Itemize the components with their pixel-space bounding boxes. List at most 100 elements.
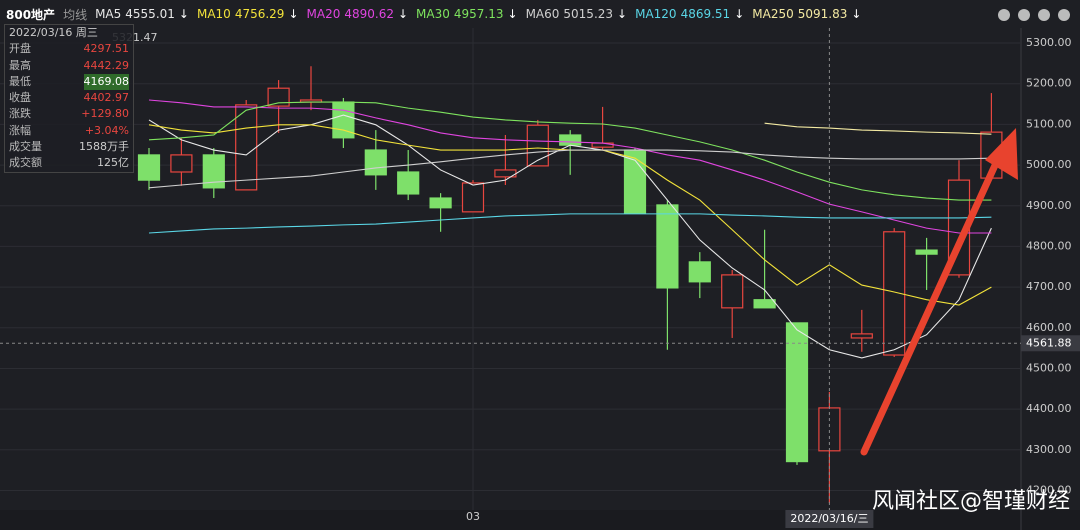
info-value: +3.04%	[84, 123, 129, 137]
y-tick-label: 4700.00	[1026, 280, 1072, 293]
candle-body	[461, 182, 485, 213]
legend-name: MA5	[95, 7, 122, 21]
y-tick-label: 4600.00	[1026, 321, 1072, 334]
info-label: 成交额	[9, 156, 42, 170]
info-row: 最高 4442.29	[5, 58, 133, 74]
info-row: 涨跌 +129.80	[5, 106, 133, 122]
date-tag	[785, 510, 874, 528]
legend-name: MA120	[635, 7, 677, 21]
legend-entry: MA30 4957.13 ↓	[416, 7, 518, 21]
candle-body	[397, 171, 420, 195]
legend-trend: ↓	[288, 7, 299, 21]
price-label: 4561.88	[1026, 336, 1072, 349]
legend-value: 4890.62	[344, 7, 394, 21]
info-label: 成交量	[9, 140, 42, 154]
legend-trend: ↓	[507, 7, 518, 21]
ma-line	[148, 114, 992, 359]
candle-body	[137, 154, 161, 181]
info-label: 最低	[9, 74, 31, 88]
legend-name: MA30	[416, 7, 450, 21]
candle-body	[202, 154, 225, 189]
watermark: 风闻社区@智瑾财经	[872, 489, 1070, 514]
y-tick-label: 4900.00	[1026, 199, 1072, 212]
info-value: 4442.29	[83, 58, 130, 72]
legend-entry: MA10 4756.29 ↓	[197, 7, 299, 21]
ma-line	[148, 149, 992, 189]
legend-name: MA250	[752, 7, 794, 21]
info-value: 4169.08	[83, 73, 129, 91]
legend-value: 5015.23	[563, 7, 614, 21]
candle-body	[559, 134, 582, 146]
arrow-shaft	[860, 146, 1006, 456]
candle-body	[721, 274, 744, 309]
date-label: 2022/03/16/三	[790, 512, 868, 525]
info-value: 1588万手	[79, 140, 129, 154]
legend-entry: MA5 4555.01 ↓	[95, 7, 189, 21]
info-label: 收盘	[9, 91, 31, 105]
candle-body	[915, 249, 938, 255]
info-value: 4402.97	[83, 91, 130, 105]
y-tick-label: 5100.00	[1026, 117, 1072, 130]
candle-body	[526, 124, 549, 167]
candle-body	[656, 204, 679, 289]
ma-line	[148, 101, 992, 201]
candle-body	[170, 154, 193, 173]
y-tick-label: 4800.00	[1026, 239, 1072, 252]
y-tick-label: 4500.00	[1026, 361, 1072, 374]
y-tick-label: 5000.00	[1026, 158, 1072, 171]
legend-name: MA60	[525, 7, 560, 21]
y-tick-label: 4400.00	[1026, 402, 1072, 415]
info-row: 涨幅 +3.04%	[5, 123, 133, 139]
symbol: 800地产	[6, 7, 56, 22]
arrow-head	[985, 128, 1018, 180]
toolbar-icons[interactable]	[998, 9, 1070, 21]
info-value: 4297.51	[83, 42, 130, 56]
candle-body	[753, 299, 776, 309]
info-row: 收盘 4402.97	[5, 90, 133, 106]
info-row: 最低 4169.08	[5, 73, 133, 91]
candle-body	[883, 231, 906, 356]
legend-name: MA10	[196, 7, 231, 21]
candle-body	[364, 149, 387, 176]
legend-value: 5091.83	[797, 7, 848, 21]
price-tag	[1021, 335, 1080, 352]
candle-body	[785, 322, 809, 463]
info-row: 开盘 4297.51	[5, 41, 133, 57]
y-tick-label: 5300.00	[1026, 36, 1072, 49]
info-row: 成交额 125亿	[5, 155, 133, 171]
candle-body	[850, 333, 873, 339]
legend-trend: ↓	[178, 7, 189, 21]
legend-name: MA20	[306, 7, 341, 21]
candle-body	[688, 261, 711, 283]
legend-entry: MA20 4890.62 ↓	[307, 7, 409, 21]
header: 800地产 均线 MA5 4555.01 ↓ MA10 4756.29 ↓ MA20 4890…	[0, 0, 1080, 28]
ma-line	[148, 99, 992, 234]
y-tick-label: 4300.00	[1026, 443, 1072, 456]
candle-body	[429, 197, 452, 209]
legend-trend: ↓	[851, 7, 862, 21]
legend-trend: ↓	[397, 7, 409, 21]
legend-entry: MA120 4869.51 ↓	[635, 7, 744, 21]
legend-entry: MA60 5015.23 ↓	[526, 7, 628, 21]
legend-trend: ↓	[617, 7, 628, 21]
info-value: 125亿	[97, 156, 129, 170]
legend-value: 4756.29	[234, 7, 285, 21]
legend-value: 4869.51	[680, 7, 731, 21]
x-tick-label: 03	[466, 510, 480, 523]
legend-value: 4555.01	[125, 7, 175, 21]
indicator[interactable]: 均线	[63, 7, 88, 22]
candle-body	[235, 104, 258, 191]
legend-entry: MA250 5091.83 ↓	[752, 7, 861, 21]
ma-line	[148, 213, 992, 234]
candle-body	[623, 149, 647, 214]
info-value: +129.80	[81, 107, 129, 121]
legend-value: 4957.13	[453, 7, 504, 21]
info-label: 最高	[9, 58, 31, 72]
info-panel: 2022/03/16 周三 开盘 4297.51 最高 4442.29 最低 4169.08…	[4, 24, 134, 173]
ma-line	[764, 122, 992, 135]
info-label: 涨跌	[9, 107, 31, 121]
legend-trend: ↓	[734, 7, 745, 21]
info-label: 涨幅	[9, 123, 31, 137]
